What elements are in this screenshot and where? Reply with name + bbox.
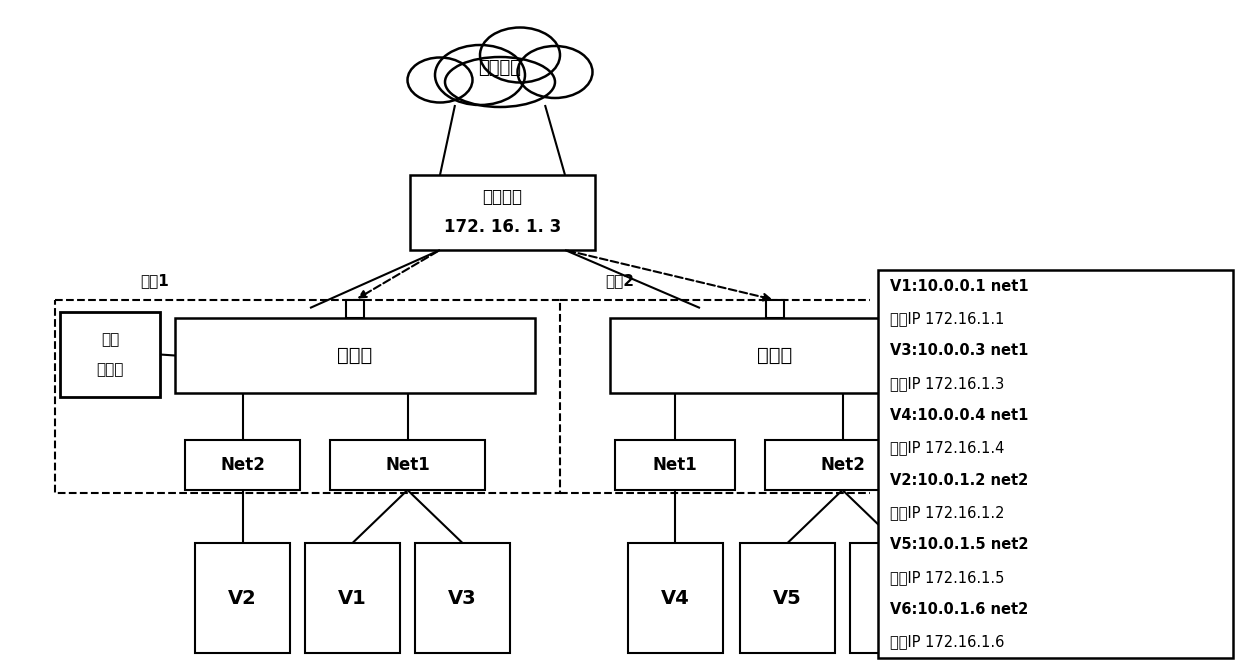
Text: V1:10.0.0.1 net1: V1:10.0.0.1 net1 <box>890 279 1029 294</box>
Bar <box>330 440 485 490</box>
Text: 浮动IP 172.16.1.3: 浮动IP 172.16.1.3 <box>890 376 1004 391</box>
Text: Net2: Net2 <box>820 456 866 474</box>
Text: 虚拟: 虚拟 <box>100 332 119 347</box>
Text: 外部装置: 外部装置 <box>479 59 522 77</box>
Text: V3:10.0.0.3 net1: V3:10.0.0.3 net1 <box>890 343 1028 359</box>
Text: V6: V6 <box>883 589 911 607</box>
Bar <box>765 440 920 490</box>
Text: 浮动IP 172.16.1.6: 浮动IP 172.16.1.6 <box>890 634 1004 650</box>
Text: 外部接口: 外部接口 <box>482 188 522 206</box>
Text: 路由器: 路由器 <box>758 346 792 365</box>
Text: Net1: Net1 <box>652 456 697 474</box>
Bar <box>615 440 735 490</box>
Text: 节点2: 节点2 <box>605 273 634 288</box>
Bar <box>878 270 1233 658</box>
Text: 浮动IP 172.16.1.2: 浮动IP 172.16.1.2 <box>890 505 1004 520</box>
Bar <box>60 312 160 397</box>
Bar <box>346 300 365 318</box>
Ellipse shape <box>445 57 556 107</box>
Bar <box>627 543 723 653</box>
Text: V4: V4 <box>661 589 689 607</box>
Text: 浮动IP 172.16.1.5: 浮动IP 172.16.1.5 <box>890 570 1004 585</box>
Text: V5:10.0.1.5 net2: V5:10.0.1.5 net2 <box>890 537 1028 553</box>
Bar <box>195 543 290 653</box>
Bar <box>55 300 560 493</box>
Text: V1: V1 <box>339 589 367 607</box>
Text: V5: V5 <box>773 589 802 607</box>
Text: 路由器: 路由器 <box>337 346 373 365</box>
Text: 交换机: 交换机 <box>97 363 124 377</box>
Text: V2: V2 <box>228 589 257 607</box>
Bar <box>185 440 300 490</box>
Bar <box>849 543 945 653</box>
Bar <box>305 543 401 653</box>
Ellipse shape <box>408 58 472 102</box>
Bar <box>740 543 835 653</box>
Bar <box>410 175 595 250</box>
Text: Net1: Net1 <box>386 456 430 474</box>
Text: Net2: Net2 <box>219 456 265 474</box>
Text: V3: V3 <box>448 589 477 607</box>
Bar <box>610 318 940 393</box>
Text: V6:10.0.1.6 net2: V6:10.0.1.6 net2 <box>890 602 1028 617</box>
Text: 浮动IP 172.16.1.4: 浮动IP 172.16.1.4 <box>890 440 1004 456</box>
Text: V4:10.0.0.4 net1: V4:10.0.0.4 net1 <box>890 408 1028 423</box>
Text: V2:10.0.1.2 net2: V2:10.0.1.2 net2 <box>890 473 1028 488</box>
Text: 节点1: 节点1 <box>140 273 169 288</box>
Ellipse shape <box>435 45 525 105</box>
Bar <box>766 300 784 318</box>
Ellipse shape <box>480 27 560 82</box>
Bar <box>175 318 534 393</box>
Text: 172. 16. 1. 3: 172. 16. 1. 3 <box>444 218 562 236</box>
Text: 浮动IP 172.16.1.1: 浮动IP 172.16.1.1 <box>890 311 1004 326</box>
Ellipse shape <box>517 46 593 98</box>
Bar <box>415 543 510 653</box>
